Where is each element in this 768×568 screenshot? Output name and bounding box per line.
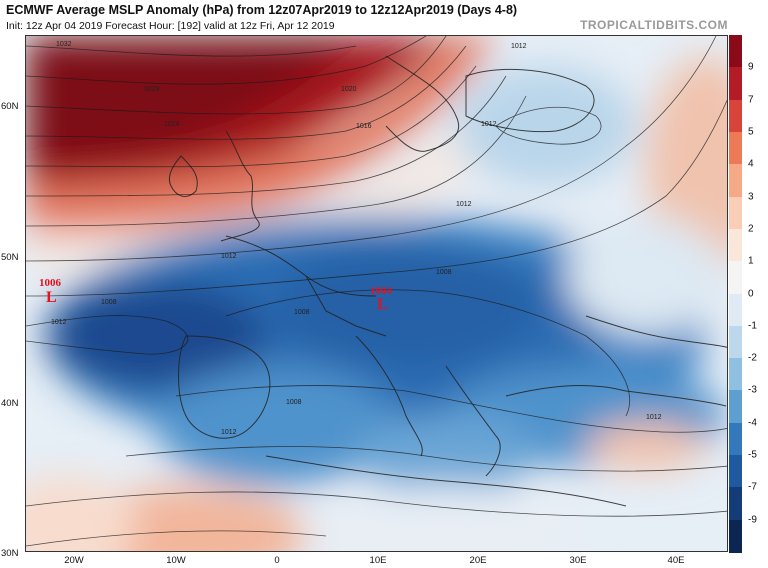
colorbar-tick-label: 0 [748, 288, 754, 299]
map-title: ECMWF Average MSLP Anomaly (hPa) from 12… [6, 3, 518, 17]
colorbar-tick-label: 7 [748, 94, 754, 106]
colorbar-segment [729, 455, 742, 488]
colorbar-segment [729, 261, 742, 294]
lon-label: 20W [64, 555, 84, 566]
low-value-label: 1004 [370, 285, 393, 297]
colorbar-tick-label: -2 [748, 352, 757, 364]
lat-label: 30N [1, 548, 19, 559]
colorbar-segment [729, 487, 742, 521]
isobar-label: 1012 [646, 414, 662, 421]
lat-label: 40N [1, 398, 19, 409]
isobar-label: 1012 [51, 319, 67, 326]
coastlines [168, 55, 727, 507]
colorbar-segment [729, 422, 742, 456]
anomaly-map: 1032 1028 1024 1020 1016 1012 1012 1012 … [25, 35, 728, 552]
lat-label: 60N [1, 101, 19, 112]
colorbar-tick-label: -1 [748, 320, 757, 332]
colorbar-segment [729, 325, 742, 359]
low-markers: 1006 L 1004 L [39, 277, 393, 313]
colorbar-tick-label: 1 [748, 255, 754, 267]
colorbar-segment [729, 35, 742, 68]
lon-label: 10W [166, 555, 186, 566]
colorbar-segment [729, 390, 742, 424]
anomaly-field [26, 36, 727, 551]
colorbar-tick-label: 4 [748, 158, 754, 170]
colorbar-segment [729, 67, 742, 101]
isobar-label: 1008 [286, 399, 302, 406]
isobar-label: 1012 [481, 121, 497, 128]
low-symbol: L [377, 296, 388, 313]
isobar-label: 1032 [56, 41, 72, 48]
isobars [26, 36, 727, 547]
colorbar-tick-label: 5 [748, 126, 754, 138]
colorbar-tick-label: -3 [748, 384, 757, 396]
colorbar-segment [729, 131, 742, 165]
colorbar-segment [729, 99, 742, 133]
brand-watermark: TROPICALTIDBITS.COM [580, 18, 728, 32]
lon-label: 20E [469, 555, 487, 566]
colorbar-segment [729, 293, 742, 327]
colorbar-tick-label: -9 [748, 514, 757, 526]
colorbar-tick-label: 2 [748, 223, 754, 235]
colorbar-tick-label: -5 [748, 449, 757, 461]
isobar-label: 1008 [101, 299, 117, 306]
lat-label: 50N [1, 252, 19, 263]
colorbar-segment [729, 519, 742, 553]
isobar-labels: 1032 1028 1024 1020 1016 1012 1012 1012 … [51, 41, 662, 436]
colorbar-segment [729, 164, 742, 198]
isobar-label: 1016 [356, 123, 372, 130]
isobar-label: 1024 [164, 121, 180, 128]
lon-label: 0 [274, 555, 280, 566]
colorbar-segment [729, 358, 742, 391]
low-symbol: L [46, 289, 57, 306]
lon-label: 10E [369, 555, 387, 566]
isobar-label: 1012 [221, 253, 237, 260]
isobar-label: 1020 [341, 86, 357, 93]
isobar-label: 1008 [436, 269, 452, 276]
colorbar-segment [729, 228, 742, 262]
map-svg: 1032 1028 1024 1020 1016 1012 1012 1012 … [26, 36, 727, 551]
isobar-label: 1008 [294, 309, 310, 316]
colorbar [729, 35, 742, 553]
colorbar-tick-label: 3 [748, 191, 754, 203]
colorbar-tick-label: -4 [748, 417, 757, 429]
colorbar-tick-label: -7 [748, 481, 757, 493]
isobar-label: 1028 [144, 86, 160, 93]
colorbar-segment [729, 196, 742, 230]
isobar-label: 1012 [456, 201, 472, 208]
map-subtitle: Init: 12z Apr 04 2019 Forecast Hour: [19… [6, 20, 335, 32]
isobar-label: 1012 [511, 43, 527, 50]
low-value-label: 1006 [39, 277, 62, 289]
isobar-label: 1012 [221, 429, 237, 436]
lon-label: 40E [667, 555, 685, 566]
lon-label: 30E [569, 555, 587, 566]
colorbar-tick-label: 9 [748, 61, 754, 73]
